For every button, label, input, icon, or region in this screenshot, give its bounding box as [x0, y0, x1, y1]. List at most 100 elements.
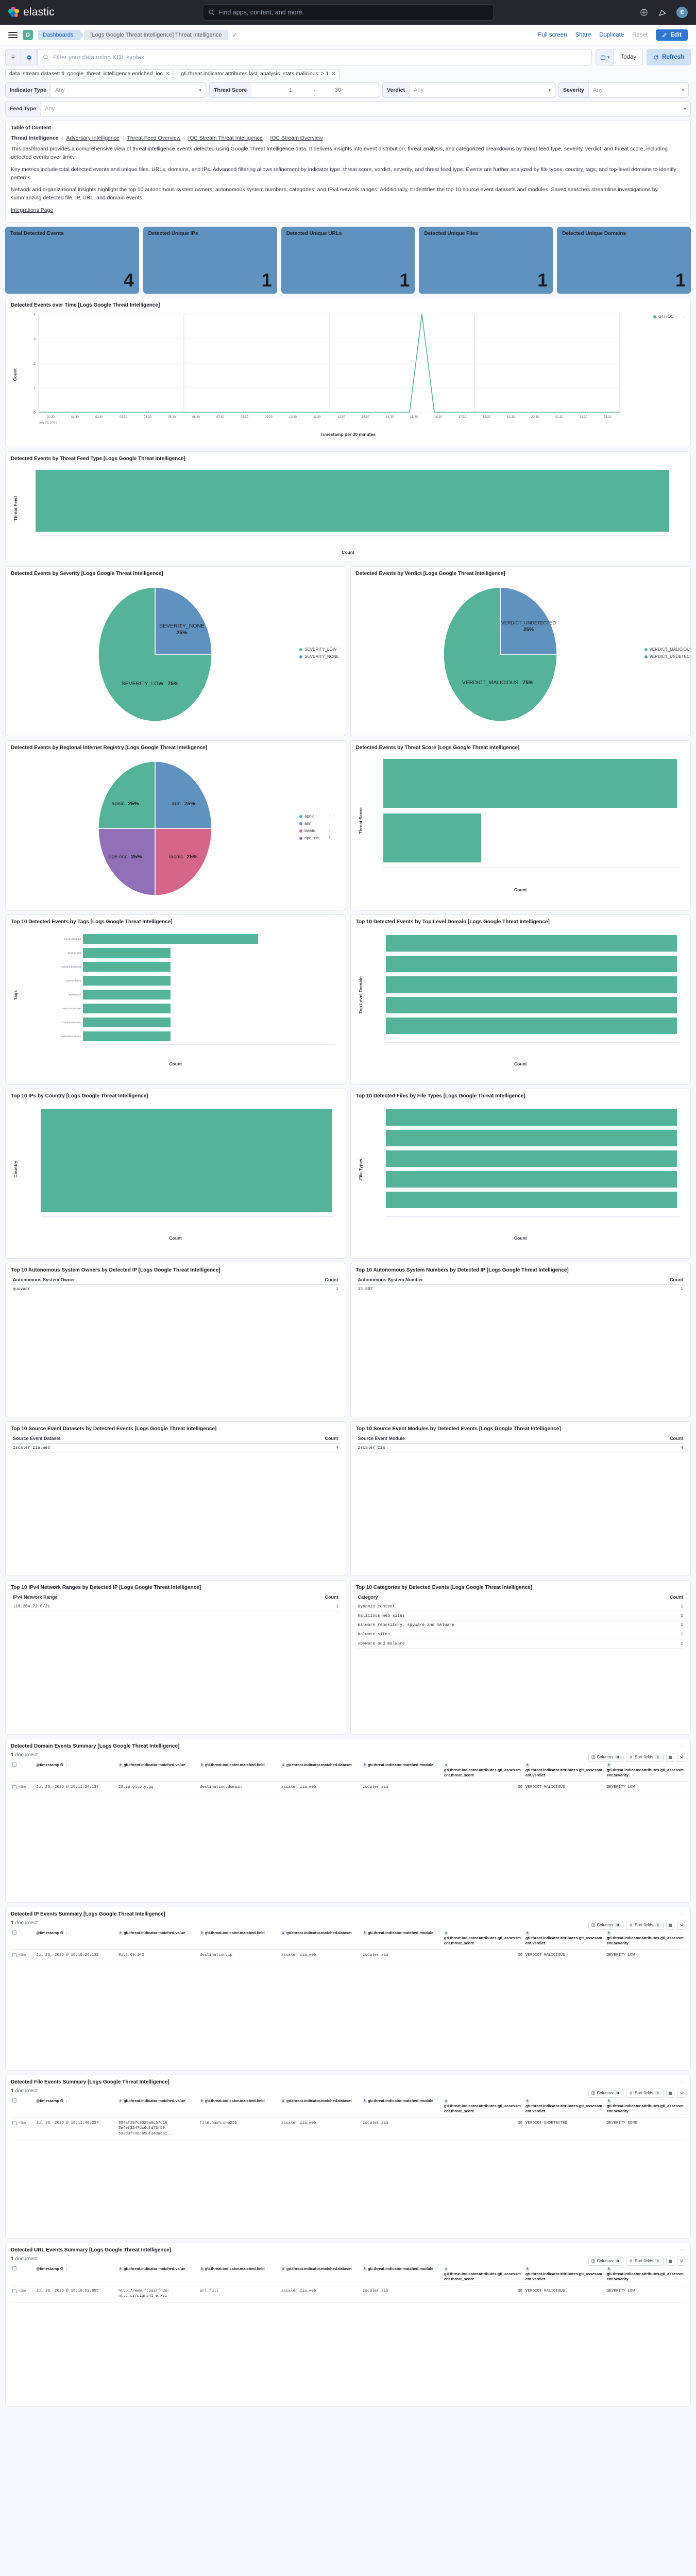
fullscreen-icon[interactable]: ⇲ — [677, 2256, 685, 2266]
toc-link-ioc-stream-threat-intelligence[interactable]: IOC Stream Threat Intelligence — [188, 135, 263, 141]
control-severity[interactable]: Severity Any ▾ — [558, 82, 689, 98]
column-header[interactable]: kgti.threat.indicator.attributes.gti_ass… — [605, 2095, 687, 2117]
control-verdict[interactable]: Verdict Any ▾ — [382, 82, 555, 98]
column-header[interactable]: k gti.threat.indicator.matched.dataset — [280, 1927, 361, 1950]
column-header[interactable]: Autonomous System Number — [355, 1275, 619, 1285]
column-header[interactable]: Category — [355, 1592, 637, 1602]
column-header[interactable]: Count — [601, 1433, 685, 1444]
full-screen-button[interactable]: Full screen — [538, 31, 567, 38]
bar-chart[interactable] — [20, 464, 685, 551]
column-header[interactable]: k gti.threat.indicator.matched.value — [117, 1759, 198, 1782]
column-header[interactable]: kgti.threat.indicator.attributes.gti_ass… — [605, 2263, 687, 2285]
column-header[interactable]: Count — [636, 1592, 685, 1602]
integrations-page-link[interactable]: Integrations Page — [11, 207, 54, 213]
panel-menu-icon[interactable]: ⋯ — [681, 1743, 686, 1749]
toc-link-adversary-intelligence[interactable]: Adversary Intelligence — [66, 135, 120, 141]
threat-score-max[interactable]: 30 — [335, 87, 342, 93]
sort-fields-button[interactable]: Sort fields 1 — [626, 1920, 664, 1930]
columns-button[interactable]: Columns 8 — [588, 2256, 624, 2266]
column-header-timestamp[interactable]: @timestamp ⏱ ↓ — [35, 1759, 117, 1782]
columns-button[interactable]: Columns 8 — [588, 1752, 624, 1762]
panel-menu-icon[interactable]: ⋯ — [681, 2247, 686, 2253]
column-header[interactable]: k gti.threat.indicator.matched.dataset — [280, 2095, 361, 2117]
fullscreen-icon[interactable]: ⇲ — [677, 2088, 685, 2098]
bar-chart[interactable] — [365, 753, 686, 887]
sort-fields-button[interactable]: Sort fields 1 — [626, 1752, 664, 1762]
column-header[interactable]: Count — [618, 1275, 685, 1285]
bar-chart[interactable]: anti-phishing-tag dynamic-dns malware-dow… — [20, 927, 341, 1062]
column-header[interactable]: kgti.threat.indicator.attributes.gti_ass… — [524, 1759, 605, 1782]
display-options-icon[interactable]: ▦ — [666, 2256, 674, 2266]
column-header[interactable]: kgti.threat.indicator.attributes.gti_ass… — [524, 2095, 605, 2117]
add-filter-icon[interactable] — [21, 49, 37, 65]
edit-button[interactable]: Edit — [656, 29, 688, 41]
column-header[interactable]: IPv4 Network Range — [11, 1592, 253, 1602]
column-header[interactable]: Count — [257, 1433, 341, 1444]
calendar-icon[interactable]: ▾ — [596, 49, 615, 65]
legend-item[interactable]: VERDICT_MALICIOUS ⋮ — [644, 647, 690, 652]
select-all-header[interactable] — [11, 2263, 35, 2285]
column-header[interactable]: #gti.threat.indicator.attributes.gti_ass… — [443, 1759, 524, 1782]
kebab-icon[interactable]: ⋮ — [328, 822, 331, 826]
close-icon[interactable]: ✕ — [165, 71, 170, 77]
toc-link-threat-feed-overview[interactable]: Threat Feed Overview — [127, 135, 181, 141]
column-header[interactable]: k gti.threat.indicator.matched.field — [198, 1759, 280, 1782]
legend-item[interactable]: SEVERITY_NONE ⋮ — [299, 654, 345, 659]
row-controls[interactable]: ✎☰▤ — [11, 2285, 35, 2303]
menu-icon[interactable] — [8, 31, 18, 38]
column-header[interactable]: k gti.threat.indicator.matched.module — [361, 1759, 443, 1782]
kebab-icon[interactable]: ⋮ — [328, 829, 331, 833]
column-header-timestamp[interactable]: @timestamp ⏱ ↓ — [35, 2095, 117, 2117]
column-header[interactable]: Source Event Dataset — [11, 1433, 257, 1444]
filter-pill[interactable]: gti.threat.indicator.attributes.last_ana… — [177, 69, 340, 78]
select-all-header[interactable] — [11, 1759, 35, 1782]
refresh-button[interactable]: Refresh — [647, 49, 691, 65]
legend-item[interactable]: GTI IOC ⋮ — [653, 314, 685, 319]
column-header-timestamp[interactable]: @timestamp ⏱ ↓ — [35, 2263, 117, 2285]
column-header[interactable]: kgti.threat.indicator.attributes.gti_ass… — [524, 2263, 605, 2285]
legend-item[interactable]: arin ⋮ — [299, 821, 331, 826]
metric-detected-unique-ips[interactable]: Detected Unique IPs 1 — [143, 226, 277, 294]
select-all-header[interactable] — [11, 2095, 35, 2117]
elastic-logo[interactable]: elastic — [8, 6, 55, 19]
threat-score-min[interactable]: 1 — [288, 87, 293, 93]
display-options-icon[interactable]: ▦ — [666, 2088, 674, 2098]
columns-button[interactable]: Columns 8 — [588, 2088, 624, 2098]
select-all-header[interactable] — [11, 1927, 35, 1950]
kebab-icon[interactable]: ⋮ — [682, 314, 685, 318]
metric-detected-unique-urls[interactable]: Detected Unique URLs 1 — [281, 226, 415, 294]
columns-button[interactable]: Columns 8 — [588, 1920, 624, 1930]
pie-chart[interactable]: SEVERITY_NONE 25% SEVERITY_LOW 75% — [11, 580, 299, 726]
global-search-input[interactable]: Find apps, content, and more. — [202, 4, 494, 21]
column-header[interactable]: k gti.threat.indicator.matched.value — [117, 1927, 198, 1950]
duplicate-button[interactable]: Duplicate — [599, 31, 624, 38]
sort-fields-button[interactable]: Sort fields 1 — [626, 2088, 664, 2098]
toc-link-ioc-stream-overview[interactable]: IOC Stream Overview — [270, 135, 323, 141]
filter-options-icon[interactable] — [6, 49, 21, 65]
share-button[interactable]: Share — [575, 31, 591, 38]
column-header[interactable]: k gti.threat.indicator.matched.value — [117, 2263, 198, 2285]
pie-chart[interactable]: VERDICT_UNDETECTED 25% VERDICT_MALICIOUS… — [356, 580, 644, 726]
fullscreen-icon[interactable]: ⇲ — [677, 1752, 685, 1762]
column-header[interactable]: k gti.threat.indicator.matched.module — [361, 2095, 443, 2117]
metric-detected-unique-domains[interactable]: Detected Unique Domains 1 — [557, 226, 691, 294]
announcements-icon[interactable] — [658, 8, 667, 17]
metric-total-detected-events[interactable]: Total Detected Events 4 — [5, 226, 139, 294]
control-feed-type[interactable]: Feed Type Any ▾ — [5, 101, 691, 116]
avatar[interactable]: E — [676, 7, 688, 18]
help-icon[interactable] — [639, 8, 649, 17]
column-header[interactable]: kgti.threat.indicator.attributes.gti_ass… — [605, 1927, 687, 1950]
panel-menu-icon[interactable]: ⋯ — [681, 2079, 686, 2085]
column-header[interactable]: k gti.threat.indicator.matched.module — [361, 2263, 443, 2285]
column-header[interactable]: Count — [253, 1592, 341, 1602]
legend-item[interactable]: VERDICT_UNDETECTED ⋮ — [644, 654, 690, 659]
display-options-icon[interactable]: ▦ — [666, 1920, 674, 1930]
kebab-icon[interactable]: ⋮ — [341, 655, 345, 659]
legend-item[interactable]: SEVERITY_LOW ⋮ — [299, 647, 342, 652]
panel-menu-icon[interactable]: ⋯ — [681, 1911, 686, 1917]
legend-item[interactable]: ripe ncc ⋮ — [299, 836, 331, 840]
column-header-timestamp[interactable]: @timestamp ⏱ ↓ — [35, 1927, 117, 1950]
pie-chart[interactable]: apnic 25% arin 25% lacnic 25% ripe ncc 2… — [11, 754, 299, 901]
column-header[interactable]: Source Event Module — [355, 1433, 602, 1444]
row-controls[interactable]: ✎☰▤ — [11, 1781, 35, 1794]
